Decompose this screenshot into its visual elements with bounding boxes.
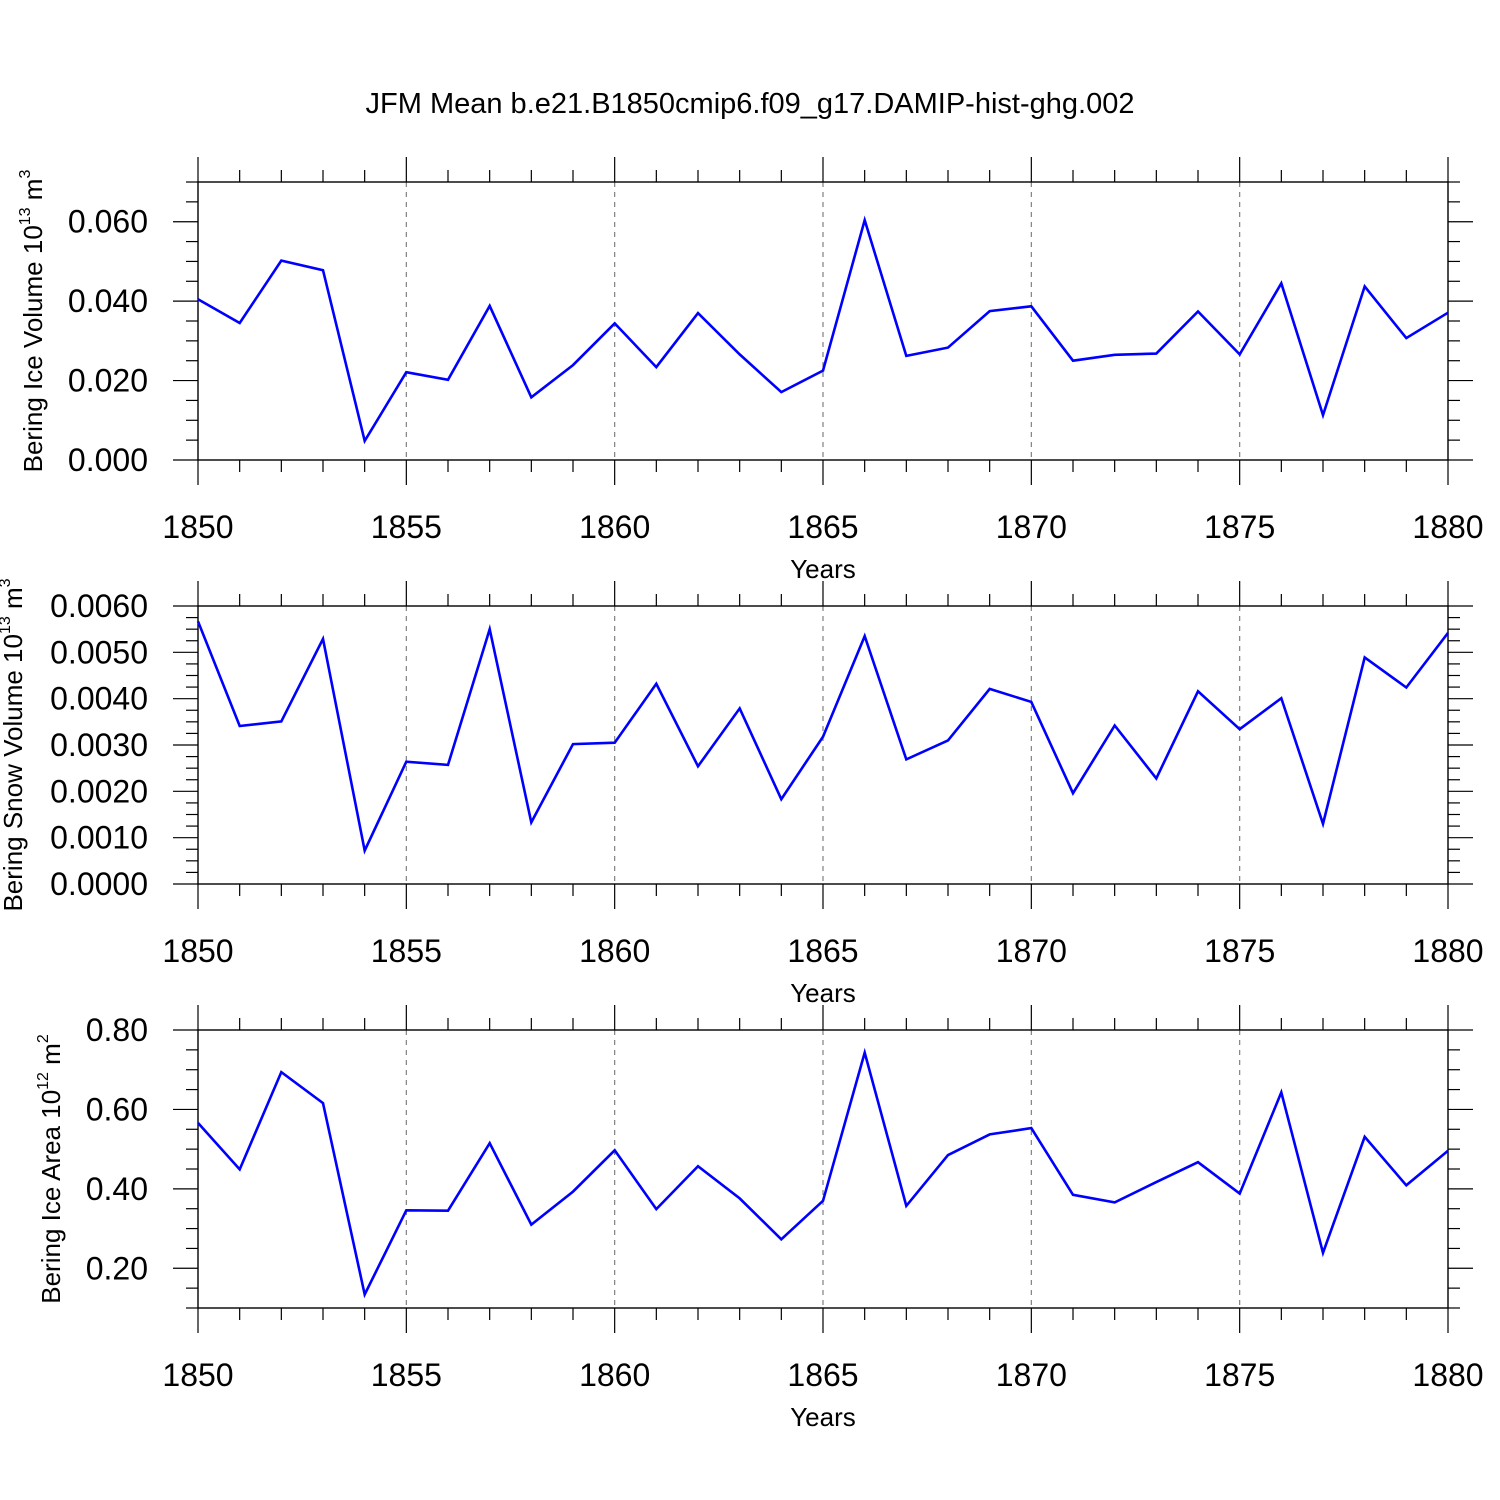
- x-tick-label: 1870: [996, 1357, 1067, 1393]
- y-tick-label: 0.60: [86, 1091, 148, 1127]
- x-tick-label: 1850: [162, 509, 233, 545]
- series-line: [196, 620, 1450, 855]
- y-tick-label: 0.020: [68, 363, 148, 399]
- x-tick-label: 1880: [1412, 933, 1483, 969]
- x-tick-label: 1860: [579, 509, 650, 545]
- plot-frame: [197, 605, 1449, 885]
- x-tick-label: 1860: [579, 1357, 650, 1393]
- y-tick-label: 0.0040: [50, 681, 148, 717]
- x-tick-label: 1875: [1204, 509, 1275, 545]
- x-tick-label: 1850: [162, 1357, 233, 1393]
- x-tick-label: 1865: [787, 1357, 858, 1393]
- x-tick-label: 1855: [371, 1357, 442, 1393]
- x-tick-label: 1850: [162, 933, 233, 969]
- y-tick-label: 0.0050: [50, 634, 148, 670]
- x-tick-label: 1875: [1204, 1357, 1275, 1393]
- y-tick-label: 0.40: [86, 1171, 148, 1207]
- y-tick-label: 0.0030: [50, 727, 148, 763]
- y-axis-label-superscript: 2: [35, 1034, 52, 1043]
- y-axis-label-part: Bering Ice Volume 10: [18, 225, 48, 472]
- y-tick-label: 0.0010: [50, 820, 148, 856]
- y-tick-label: 0.040: [68, 283, 148, 319]
- x-tick-label: 1880: [1412, 509, 1483, 545]
- y-tick-label: 0.060: [68, 204, 148, 240]
- y-tick-label: 0.0020: [50, 773, 148, 809]
- x-tick-label: 1865: [787, 509, 858, 545]
- x-axis-label: Years: [790, 554, 856, 584]
- y-axis-label-part: Bering Ice Area 10: [36, 1090, 66, 1304]
- y-tick-label: 0.000: [68, 442, 148, 478]
- y-axis-label-part: m: [36, 1043, 66, 1072]
- panel-3: 0.20 0.40 0.60 0.80 1850 1855 1860 1865 1870 1875…: [35, 1005, 1484, 1432]
- y-axis-label: Bering Ice Area 1012 m2: [35, 1034, 66, 1304]
- x-tick-label: 1860: [579, 933, 650, 969]
- y-axis-label-superscript: 13: [0, 616, 14, 634]
- panel-1: 0.000 0.020 0.040 0.060 1850 1855 1860 1865 1870…: [17, 157, 1484, 584]
- x-tick-label: 1880: [1412, 1357, 1483, 1393]
- plot-frame: [197, 181, 1449, 461]
- y-tick-label: 0.20: [86, 1250, 148, 1286]
- y-tick-label: 0.0000: [50, 866, 148, 902]
- y-tick-label: 0.80: [86, 1012, 148, 1048]
- y-axis-label-superscript: 3: [0, 578, 14, 587]
- x-tick-label: 1870: [996, 933, 1067, 969]
- x-tick-label: 1870: [996, 509, 1067, 545]
- y-axis-label-part: m: [18, 179, 48, 208]
- x-tick-label: 1875: [1204, 933, 1275, 969]
- x-tick-label: 1855: [371, 933, 442, 969]
- plot-frame: [197, 1029, 1449, 1309]
- y-axis-label: Bering Snow Volume 1013 m3: [0, 578, 28, 911]
- chart-title: JFM Mean b.e21.B1850cmip6.f09_g17.DAMIP-…: [365, 88, 1135, 120]
- y-axis-label-part: Bering Snow Volume 10: [0, 634, 28, 912]
- y-axis-label-superscript: 12: [35, 1072, 52, 1090]
- x-axis-label: Years: [790, 978, 856, 1008]
- x-tick-label: 1865: [787, 933, 858, 969]
- y-axis-label-superscript: 3: [17, 170, 34, 179]
- panel-2: 0.0000 0.0010 0.0020 0.0030 0.0040 0.0050 0.00…: [0, 578, 1484, 1008]
- x-tick-label: 1855: [371, 509, 442, 545]
- series-line: [197, 1047, 1449, 1299]
- y-axis-label-superscript: 13: [17, 207, 34, 225]
- series-line: [197, 215, 1449, 445]
- y-axis-label-part: m: [0, 587, 28, 616]
- y-tick-label: 0.0060: [50, 588, 148, 624]
- x-axis-label: Years: [790, 1402, 856, 1432]
- y-axis-label: Bering Ice Volume 1013 m3: [17, 170, 48, 473]
